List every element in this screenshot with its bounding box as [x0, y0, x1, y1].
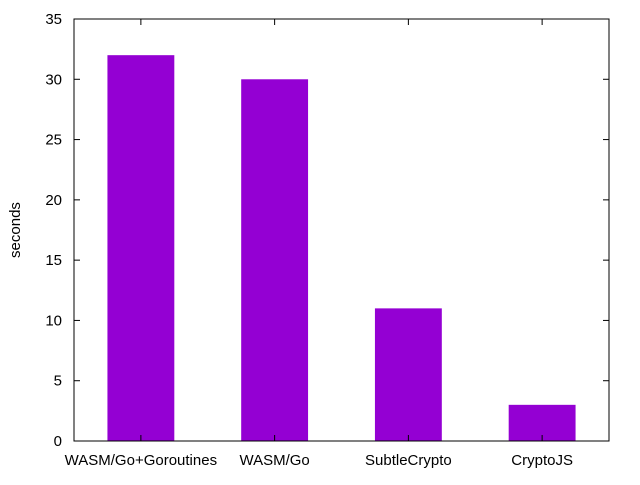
- x-tick-labels: WASM/Go+Goroutines WASM/Go SubtleCrypto Cry…: [65, 452, 573, 469]
- x-tick-label: WASM/Go+Goroutines: [65, 452, 217, 469]
- y-tick-label: 5: [54, 373, 62, 390]
- bar-2: [374, 308, 442, 441]
- bars-group: [107, 55, 576, 442]
- y-tick-label: 15: [45, 252, 62, 269]
- x-tick-label: SubtleCrypto: [365, 452, 452, 469]
- y-tick-label: 30: [45, 71, 62, 88]
- y-tick-label: 25: [45, 132, 62, 149]
- y-tick-label: 10: [45, 312, 62, 329]
- x-tick-label: WASM/Go: [239, 452, 309, 469]
- y-tick-label: 20: [45, 192, 62, 209]
- y-tick-label: 0: [54, 433, 62, 450]
- bar-1: [241, 79, 309, 442]
- y-tick-label: 35: [45, 11, 62, 28]
- y-axis-label: seconds: [7, 202, 24, 258]
- bar-3: [508, 404, 576, 441]
- x-tick-label: CryptoJS: [511, 452, 573, 469]
- bar-0: [107, 55, 175, 442]
- y-tick-labels: 0 5 10 15 20 25 30 35: [45, 11, 62, 450]
- plot-frame: [73, 18, 610, 442]
